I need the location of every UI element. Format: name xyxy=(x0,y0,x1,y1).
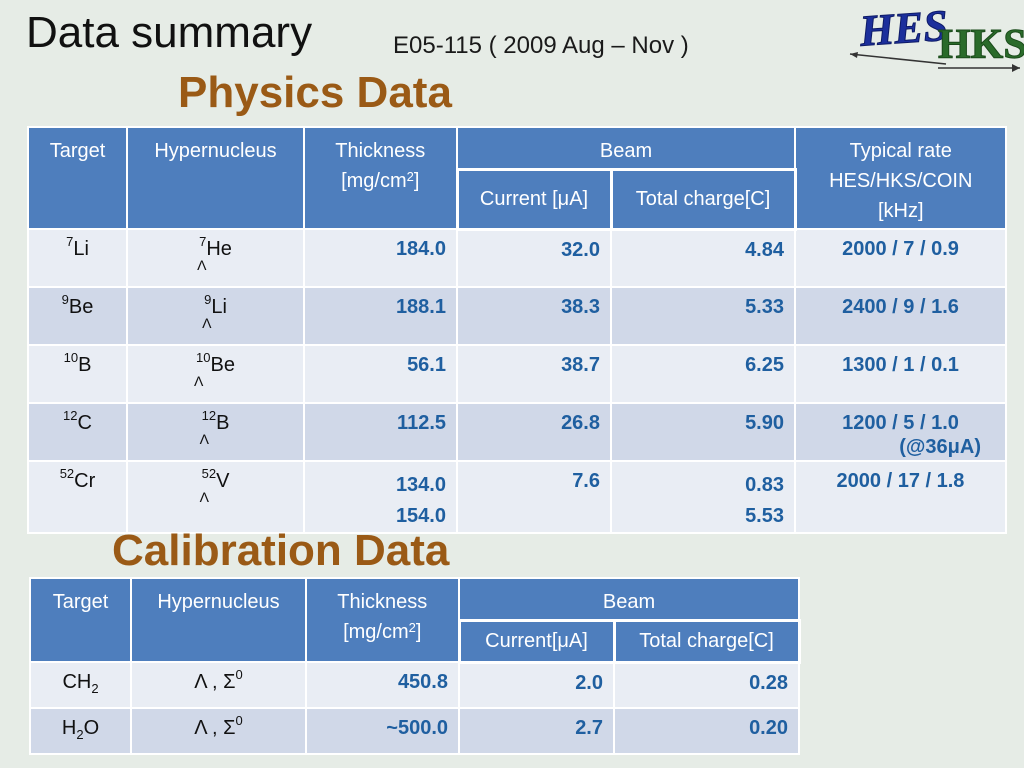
hypernucleus-cell: 10Be Λ xyxy=(126,344,305,404)
logo-hks-text: HKS xyxy=(938,22,1024,68)
hypernucleus-cell: Λ , Σ0 xyxy=(130,661,307,709)
charge-cell: 5.33 xyxy=(610,286,796,346)
header-typical-rate: Typical rate HES/HKS/COIN [kHz] xyxy=(794,126,1007,230)
thickness-cell: ~500.0 xyxy=(305,707,460,755)
target-cell: 9Be xyxy=(27,286,128,346)
target-cell: 7Li xyxy=(27,228,128,288)
calibration-section-title: Calibration Data xyxy=(112,526,450,575)
thickness-cell: 450.8 xyxy=(305,661,460,709)
header-target: Target xyxy=(29,577,132,663)
header-total-charge: Total charge[C] xyxy=(609,167,797,231)
charge-cell: 0.83 5.53 xyxy=(610,460,796,534)
header-current: Current[μA] xyxy=(457,618,616,664)
page-title: Data summary xyxy=(26,8,313,57)
hypernucleus-cell: 52V Λ xyxy=(126,460,305,534)
current-cell: 32.0 xyxy=(456,228,612,288)
thickness-cell: 112.5 xyxy=(303,402,458,462)
table-row: 12C 12B Λ 112.5 26.8 5.90 1200 / 5 / 1.0(… xyxy=(27,402,1007,462)
rate-cell: 1300 / 1 / 0.1 xyxy=(794,344,1007,404)
table-row: 10B 10Be Λ 56.1 38.7 6.25 1300 / 1 / 0.1 xyxy=(27,344,1007,404)
charge-cell: 4.84 xyxy=(610,228,796,288)
thickness-cell: 56.1 xyxy=(303,344,458,404)
table-row: 9Be 9Li Λ 188.1 38.3 5.33 2400 / 9 / 1.6 xyxy=(27,286,1007,346)
charge-cell: 0.28 xyxy=(613,661,800,709)
current-cell: 26.8 xyxy=(456,402,612,462)
hypernucleus-cell: 12B Λ xyxy=(126,402,305,462)
header-target: Target xyxy=(27,126,128,230)
thickness-cell: 188.1 xyxy=(303,286,458,346)
rate-note: (@36μA) xyxy=(899,436,981,458)
physics-section-title: Physics Data xyxy=(178,68,452,117)
charge-cell: 5.90 xyxy=(610,402,796,462)
header-current: Current [μA] xyxy=(455,167,613,231)
hes-hks-logo: HES HKS xyxy=(849,2,1024,72)
current-cell: 2.0 xyxy=(458,661,615,709)
target-cell: CH2 xyxy=(29,661,132,709)
hypernucleus-cell: Λ , Σ0 xyxy=(130,707,307,755)
experiment-subtitle: E05-115 ( 2009 Aug – Nov ) xyxy=(393,32,689,59)
target-cell: 10B xyxy=(27,344,128,404)
header-total-charge: Total charge[C] xyxy=(612,618,801,664)
header-beam: Beam xyxy=(458,577,800,621)
header-thickness: Thickness [mg/cm2] xyxy=(303,126,458,230)
hypernucleus-cell: 9Li Λ xyxy=(126,286,305,346)
header-beam: Beam xyxy=(456,126,796,170)
current-cell: 38.3 xyxy=(456,286,612,346)
physics-data-table: Target Hypernucleus Thickness [mg/cm2] B… xyxy=(27,126,1007,534)
charge-cell: 6.25 xyxy=(610,344,796,404)
thickness-cell: 184.0 xyxy=(303,228,458,288)
current-cell: 7.6 xyxy=(456,460,612,534)
charge-cell: 0.20 xyxy=(613,707,800,755)
header-hypernucleus: Hypernucleus xyxy=(126,126,305,230)
logo-hes-text: HES xyxy=(857,2,949,56)
rate-cell: 2000 / 7 / 0.9 xyxy=(794,228,1007,288)
calibration-data-table: Target Hypernucleus Thickness [mg/cm2] B… xyxy=(29,577,801,755)
header-thickness: Thickness [mg/cm2] xyxy=(305,577,460,663)
rate-cell: 2000 / 17 / 1.8 xyxy=(794,460,1007,534)
header-hypernucleus: Hypernucleus xyxy=(130,577,307,663)
rate-cell: 1200 / 5 / 1.0 (@36μA) xyxy=(794,402,1007,462)
table-row: 52Cr 52V Λ 134.0 154.0 7.6 0.83 5.53 2000 /… xyxy=(27,460,1007,534)
target-cell: 52Cr xyxy=(27,460,128,534)
current-cell: 2.7 xyxy=(458,707,615,755)
table-row: 7Li 7He Λ 184.0 32.0 4.84 2000 / 7 / 0.9 xyxy=(27,228,1007,288)
table-row: H2O Λ , Σ0 ~500.0 2.7 0.20 xyxy=(29,707,800,755)
hypernucleus-cell: 7He Λ xyxy=(126,228,305,288)
rate-cell: 2400 / 9 / 1.6 xyxy=(794,286,1007,346)
target-cell: H2O xyxy=(29,707,132,755)
target-cell: 12C xyxy=(27,402,128,462)
current-cell: 38.7 xyxy=(456,344,612,404)
thickness-cell: 134.0 154.0 xyxy=(303,460,458,534)
table-row: CH2 Λ , Σ0 450.8 2.0 0.28 xyxy=(29,661,800,709)
